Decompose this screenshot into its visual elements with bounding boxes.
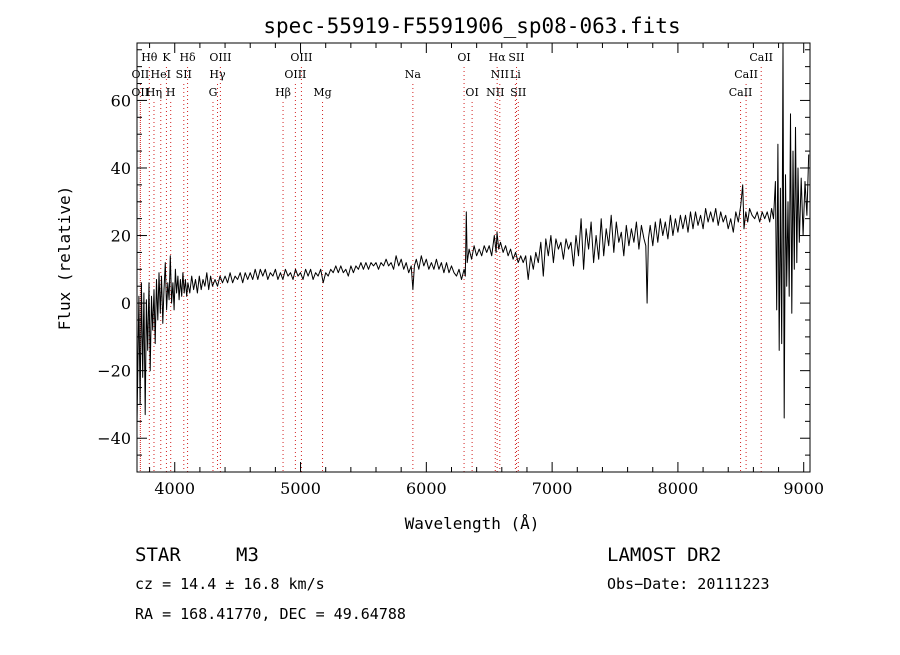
y-tick-label: 20 <box>111 227 131 246</box>
spectral-line-label: CaII <box>749 51 773 64</box>
spectral-line-label: Hγ <box>209 68 226 81</box>
axis-ticks <box>137 43 810 473</box>
observation-date: Obs−Date: 20111223 <box>607 575 770 593</box>
spectral-line-label: OI <box>465 86 478 99</box>
spectral-line-label: SII <box>176 68 192 81</box>
spectral-line-label: H <box>166 86 176 99</box>
x-tick-label: 4000 <box>154 479 195 498</box>
spectral-line-label: Hδ <box>179 51 196 64</box>
object-class: STAR <box>135 544 181 566</box>
spectral-line-label: G <box>209 86 218 99</box>
spectral-line-label: OIII <box>209 51 231 64</box>
survey-name: LAMOST DR2 <box>607 544 721 566</box>
spectral-line-label: SII <box>510 86 526 99</box>
y-tick-label: −20 <box>97 362 131 381</box>
spectral-line-label: Mg <box>313 86 331 99</box>
object-subclass: M3 <box>236 544 259 566</box>
spectral-line-label: CaII <box>729 86 753 99</box>
spectral-line-label: Li <box>510 68 521 81</box>
chart-title: spec-55919-F5591906_sp08-063.fits <box>263 14 680 38</box>
x-tick-label: 5000 <box>280 479 321 498</box>
spectral-line-markers <box>139 67 762 472</box>
spectral-line-label: OIII <box>290 51 312 64</box>
spectral-line-label: NII <box>491 68 509 81</box>
spectral-line-label: OII <box>131 86 149 99</box>
spectral-line-label: HeI <box>151 68 171 81</box>
x-tick-labels: 4000 5000 6000 7000 8000 9000 <box>154 479 824 498</box>
spectral-line-label: SII <box>508 51 524 64</box>
spectral-line-label: Hβ <box>275 86 291 99</box>
spectral-line-label: Hη <box>146 86 162 99</box>
spectral-line-label: Na <box>405 68 422 81</box>
y-tick-label: −40 <box>97 429 131 448</box>
spectrum-series-line <box>136 42 810 425</box>
x-axis-label: Wavelength (Å) <box>405 514 540 533</box>
spectral-line-label: NII <box>486 86 504 99</box>
spectral-line-label: OI <box>457 51 470 64</box>
x-tick-label: 7000 <box>532 479 573 498</box>
spectral-line-label: CaII <box>734 68 758 81</box>
x-tick-label: 6000 <box>406 479 447 498</box>
spectral-line-label: Hθ <box>141 51 158 64</box>
y-tick-label: 60 <box>111 91 131 110</box>
plot-frame <box>136 42 811 473</box>
redshift-readout: cz = 14.4 ± 16.8 km/s <box>135 575 325 593</box>
spectral-line-label: OII <box>132 68 150 81</box>
y-tick-label: 40 <box>111 159 131 178</box>
x-tick-label: 8000 <box>658 479 699 498</box>
y-axis-label: Flux (relative) <box>55 186 74 331</box>
y-tick-labels: −40 −20 0 20 40 60 <box>97 91 131 448</box>
coordinates-readout: RA = 168.41770, DEC = 49.64788 <box>135 605 406 623</box>
spectral-line-label: OIII <box>284 68 306 81</box>
y-tick-label: 0 <box>121 294 131 313</box>
spectral-line-label: K <box>162 51 171 64</box>
spectral-line-label: Hα <box>489 51 507 64</box>
x-tick-label: 9000 <box>783 479 824 498</box>
